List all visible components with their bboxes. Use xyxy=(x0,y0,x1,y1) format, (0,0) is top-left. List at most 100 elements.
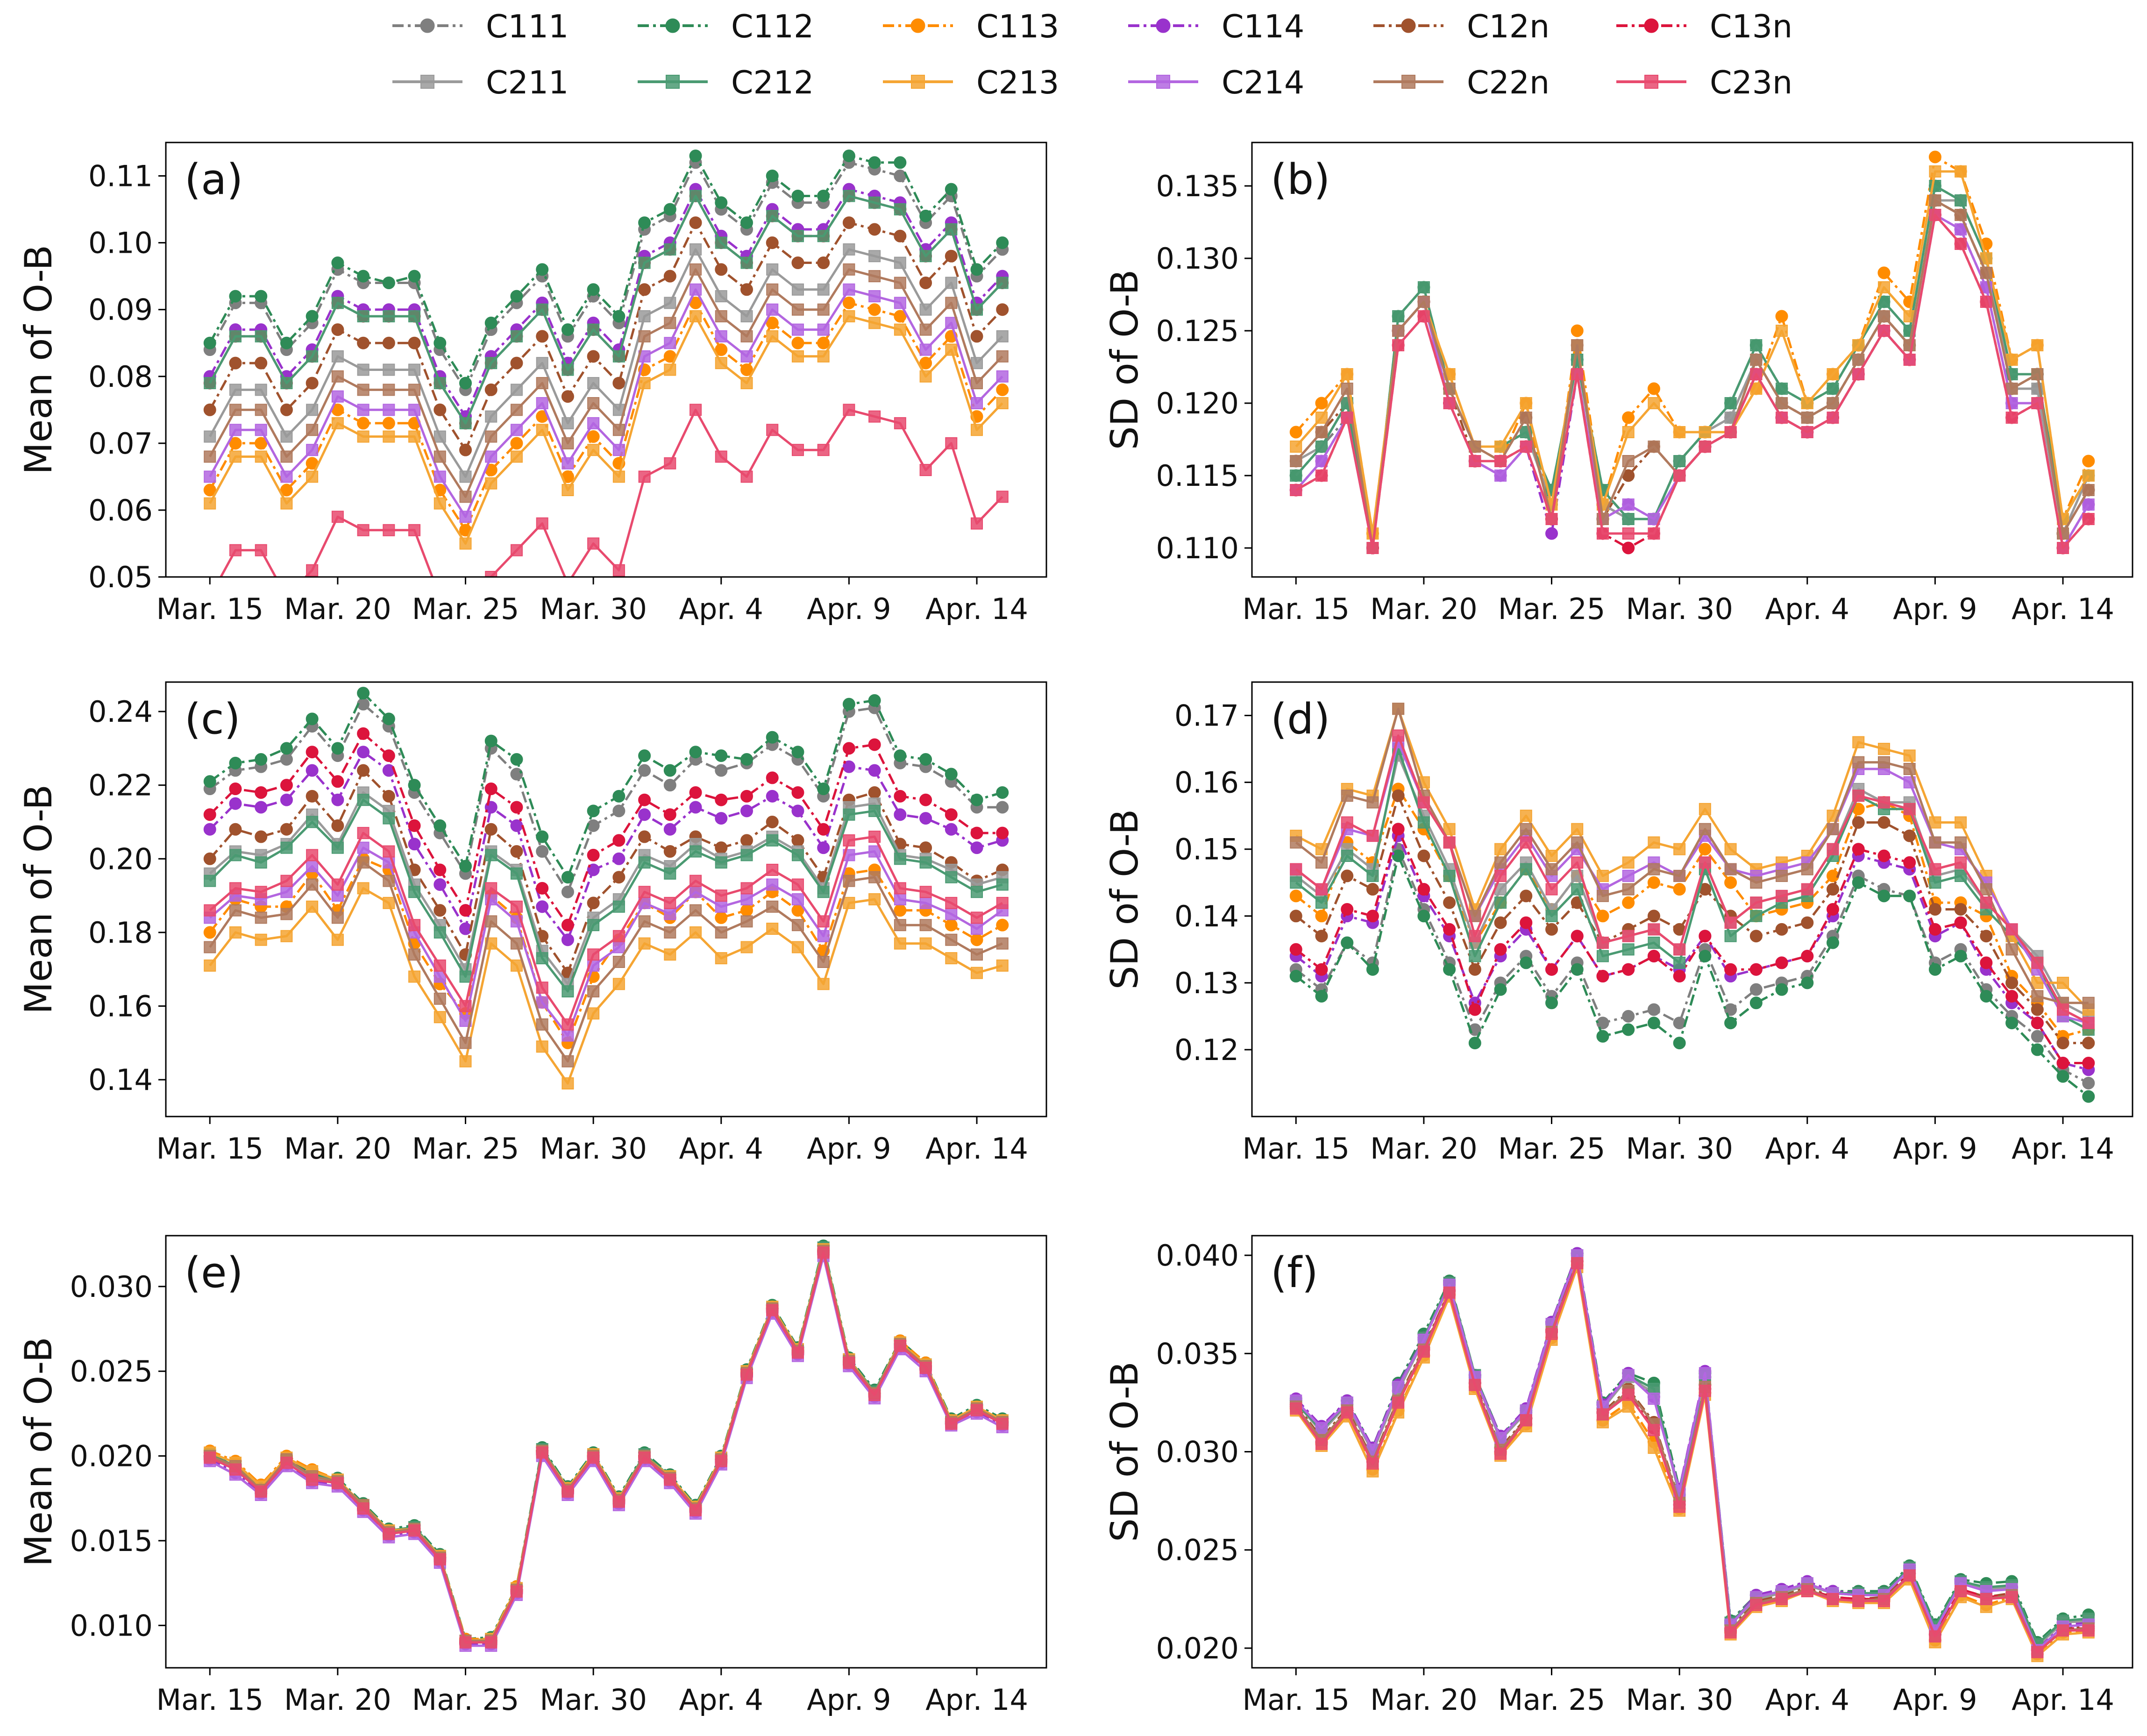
y-tick-label: 0.16 xyxy=(88,989,153,1024)
data-point xyxy=(587,397,600,409)
data-point xyxy=(1341,383,1353,395)
data-point xyxy=(2057,1624,2069,1637)
data-point xyxy=(1520,836,1532,849)
x-tick-label: Apr. 4 xyxy=(679,1131,763,1166)
data-point xyxy=(229,1463,242,1476)
data-point xyxy=(970,263,983,276)
data-point xyxy=(1903,856,1916,869)
data-point xyxy=(1903,749,1916,762)
data-point xyxy=(383,896,395,909)
y-tick-label: 0.05 xyxy=(88,560,153,594)
data-point xyxy=(1341,412,1353,424)
data-point xyxy=(408,430,421,443)
data-point xyxy=(971,911,983,924)
data-point xyxy=(1673,883,1686,896)
data-point xyxy=(1520,823,1532,835)
series-c112 xyxy=(1289,849,2095,1103)
data-point xyxy=(562,363,574,376)
data-point xyxy=(1750,876,1763,889)
data-point xyxy=(306,1473,319,1486)
data-point xyxy=(715,764,728,777)
data-point xyxy=(612,790,626,803)
data-point xyxy=(740,256,753,269)
y-tick-label: 0.09 xyxy=(88,293,153,327)
panel-c: 0.14 0.16 0.18 0.20 0.22 0.24 Mar. 15 Mar. 20 Ma… xyxy=(17,681,1047,1166)
data-point xyxy=(817,323,830,336)
data-point xyxy=(766,236,779,249)
data-point xyxy=(1443,823,1456,835)
data-point xyxy=(587,1007,600,1020)
data-point xyxy=(894,749,907,762)
y-tick-label: 0.030 xyxy=(1156,1435,1239,1469)
data-point xyxy=(562,1077,574,1090)
data-point xyxy=(612,377,626,390)
data-point xyxy=(766,283,779,296)
data-point xyxy=(1290,863,1302,875)
data-point xyxy=(740,310,753,322)
data-point xyxy=(868,223,881,236)
data-point xyxy=(996,491,1009,503)
data-point xyxy=(1852,736,1865,748)
data-point xyxy=(663,270,676,283)
data-point xyxy=(894,904,907,917)
data-point xyxy=(383,363,395,376)
data-point xyxy=(357,270,370,283)
data-point xyxy=(434,430,446,443)
legend-marker xyxy=(666,75,680,89)
data-point xyxy=(510,900,523,913)
data-point xyxy=(1877,266,1891,279)
data-point xyxy=(1801,950,1814,963)
data-point xyxy=(919,343,932,356)
series-line xyxy=(1295,828,2089,1064)
x-tick-label: Apr. 9 xyxy=(1893,1131,1977,1166)
data-point xyxy=(1827,368,1839,380)
data-point xyxy=(561,323,574,336)
data-point xyxy=(1392,1396,1405,1409)
data-point xyxy=(868,786,881,799)
data-point xyxy=(1648,1382,1660,1395)
data-point xyxy=(1596,869,1609,882)
data-point xyxy=(203,808,216,821)
data-point xyxy=(1469,930,1481,942)
data-point xyxy=(229,330,242,342)
data-point xyxy=(229,849,242,861)
data-point xyxy=(459,470,472,483)
data-point xyxy=(664,337,676,349)
data-point xyxy=(229,356,242,370)
data-point xyxy=(690,875,702,887)
data-point xyxy=(280,930,293,942)
data-point xyxy=(1520,441,1532,453)
data-point xyxy=(894,229,907,242)
data-point xyxy=(842,216,855,229)
data-point xyxy=(204,1451,216,1464)
data-point xyxy=(2005,976,2019,989)
data-point xyxy=(612,350,625,363)
data-point xyxy=(1801,397,1813,409)
data-point xyxy=(484,823,498,836)
data-point xyxy=(357,430,370,443)
data-point xyxy=(1520,1414,1532,1427)
data-point xyxy=(664,363,676,376)
data-point xyxy=(536,845,549,858)
data-point xyxy=(510,819,523,832)
x-tick-label: Mar. 20 xyxy=(1370,1131,1478,1166)
data-point xyxy=(280,753,293,766)
y-axis-label: SD of O-B xyxy=(1103,1361,1146,1542)
data-point xyxy=(229,823,242,836)
data-point xyxy=(689,746,702,759)
x-tick-label: Mar. 30 xyxy=(540,1683,647,1717)
data-point xyxy=(1290,1402,1302,1415)
data-point xyxy=(1647,950,1660,963)
data-point xyxy=(408,384,421,396)
data-point xyxy=(1699,441,1711,453)
data-point xyxy=(919,209,932,222)
series-c23n xyxy=(204,1246,1009,1649)
data-point xyxy=(690,243,702,256)
data-point xyxy=(843,190,855,202)
y-tick-label: 0.13 xyxy=(1174,966,1239,1000)
y-axis-label: Mean of O-B xyxy=(17,245,60,475)
y-tick-label: 0.020 xyxy=(1156,1631,1239,1665)
data-point xyxy=(408,838,421,851)
data-point xyxy=(1647,876,1660,889)
data-point xyxy=(510,290,523,303)
